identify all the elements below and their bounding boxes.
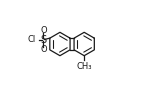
Text: O: O [40, 26, 47, 35]
Text: S: S [40, 35, 47, 45]
Text: Cl: Cl [28, 35, 36, 44]
Text: CH₃: CH₃ [76, 62, 92, 71]
Text: O: O [40, 45, 47, 54]
